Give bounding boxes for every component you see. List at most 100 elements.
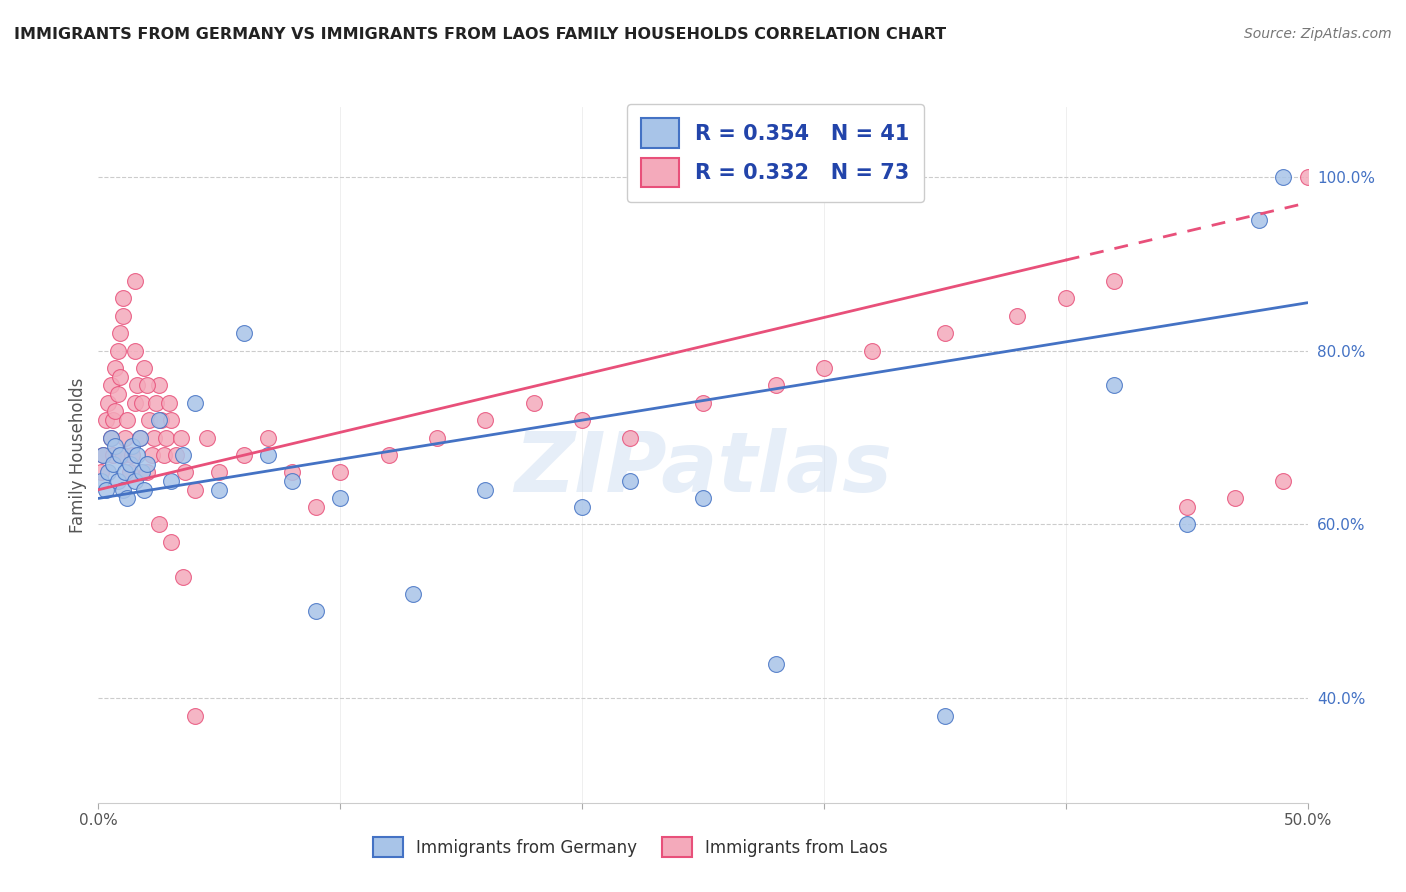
Point <box>111 448 134 462</box>
Point <box>124 274 146 288</box>
Point <box>104 439 127 453</box>
Point <box>1296 169 1319 184</box>
Point <box>101 457 124 471</box>
Point <box>165 448 187 462</box>
Point <box>305 500 328 514</box>
Point <box>148 413 170 427</box>
Point <box>135 465 157 479</box>
Point <box>619 431 641 445</box>
Point <box>474 413 496 427</box>
Point <box>117 413 139 427</box>
Point <box>101 413 124 427</box>
Point <box>97 465 120 479</box>
Point <box>195 431 218 445</box>
Point <box>107 474 129 488</box>
Point <box>1007 309 1029 323</box>
Point <box>1272 474 1295 488</box>
Point <box>131 465 153 479</box>
Point <box>131 396 153 410</box>
Point <box>104 404 127 418</box>
Point <box>90 465 112 479</box>
Point <box>100 431 122 445</box>
Point <box>100 378 122 392</box>
Point <box>571 413 593 427</box>
Point <box>571 500 593 514</box>
Point <box>114 431 136 445</box>
Y-axis label: Family Households: Family Households <box>69 377 87 533</box>
Point <box>934 326 956 341</box>
Point <box>172 448 194 462</box>
Point <box>121 439 143 453</box>
Point <box>160 535 183 549</box>
Point <box>91 448 114 462</box>
Legend: Immigrants from Germany, Immigrants from Laos: Immigrants from Germany, Immigrants from… <box>366 830 894 864</box>
Point <box>111 309 134 323</box>
Point <box>160 413 183 427</box>
Point <box>134 483 156 497</box>
Point <box>934 708 956 723</box>
Point <box>148 378 170 392</box>
Point <box>152 448 174 462</box>
Text: IMMIGRANTS FROM GERMANY VS IMMIGRANTS FROM LAOS FAMILY HOUSEHOLDS CORRELATION CH: IMMIGRANTS FROM GERMANY VS IMMIGRANTS FR… <box>14 27 946 42</box>
Point <box>124 474 146 488</box>
Point <box>94 413 117 427</box>
Point <box>108 369 131 384</box>
Point <box>104 361 127 376</box>
Text: ZIPatlas: ZIPatlas <box>515 428 891 509</box>
Point <box>143 431 166 445</box>
Point <box>281 465 304 479</box>
Point <box>1054 291 1077 305</box>
Point <box>281 474 304 488</box>
Point <box>402 587 425 601</box>
Point <box>117 491 139 506</box>
Point <box>138 413 160 427</box>
Point <box>135 378 157 392</box>
Point <box>128 431 150 445</box>
Point <box>474 483 496 497</box>
Point <box>124 396 146 410</box>
Point <box>377 448 399 462</box>
Point <box>94 483 117 497</box>
Point <box>232 448 254 462</box>
Point <box>184 483 207 497</box>
Point <box>118 465 141 479</box>
Point <box>100 431 122 445</box>
Point <box>1175 500 1198 514</box>
Point <box>765 378 787 392</box>
Point <box>127 448 149 462</box>
Point <box>256 448 278 462</box>
Point <box>169 431 191 445</box>
Point <box>134 361 156 376</box>
Point <box>107 387 129 401</box>
Point <box>329 465 352 479</box>
Point <box>91 448 114 462</box>
Point <box>135 457 157 471</box>
Point <box>124 343 146 358</box>
Point <box>256 431 278 445</box>
Point <box>329 491 352 506</box>
Point <box>860 343 883 358</box>
Point <box>1102 274 1125 288</box>
Point <box>1223 491 1246 506</box>
Point <box>90 474 112 488</box>
Point <box>174 465 197 479</box>
Point <box>101 448 124 462</box>
Point <box>426 431 449 445</box>
Point <box>765 657 787 671</box>
Point <box>148 517 170 532</box>
Point <box>150 413 173 427</box>
Point <box>111 291 134 305</box>
Point <box>1272 169 1295 184</box>
Point <box>107 343 129 358</box>
Point <box>160 474 183 488</box>
Point <box>108 326 131 341</box>
Point <box>1102 378 1125 392</box>
Point <box>692 491 714 506</box>
Point <box>108 448 131 462</box>
Point <box>114 465 136 479</box>
Point <box>184 708 207 723</box>
Point <box>118 457 141 471</box>
Point <box>523 396 546 410</box>
Point <box>232 326 254 341</box>
Point <box>155 431 177 445</box>
